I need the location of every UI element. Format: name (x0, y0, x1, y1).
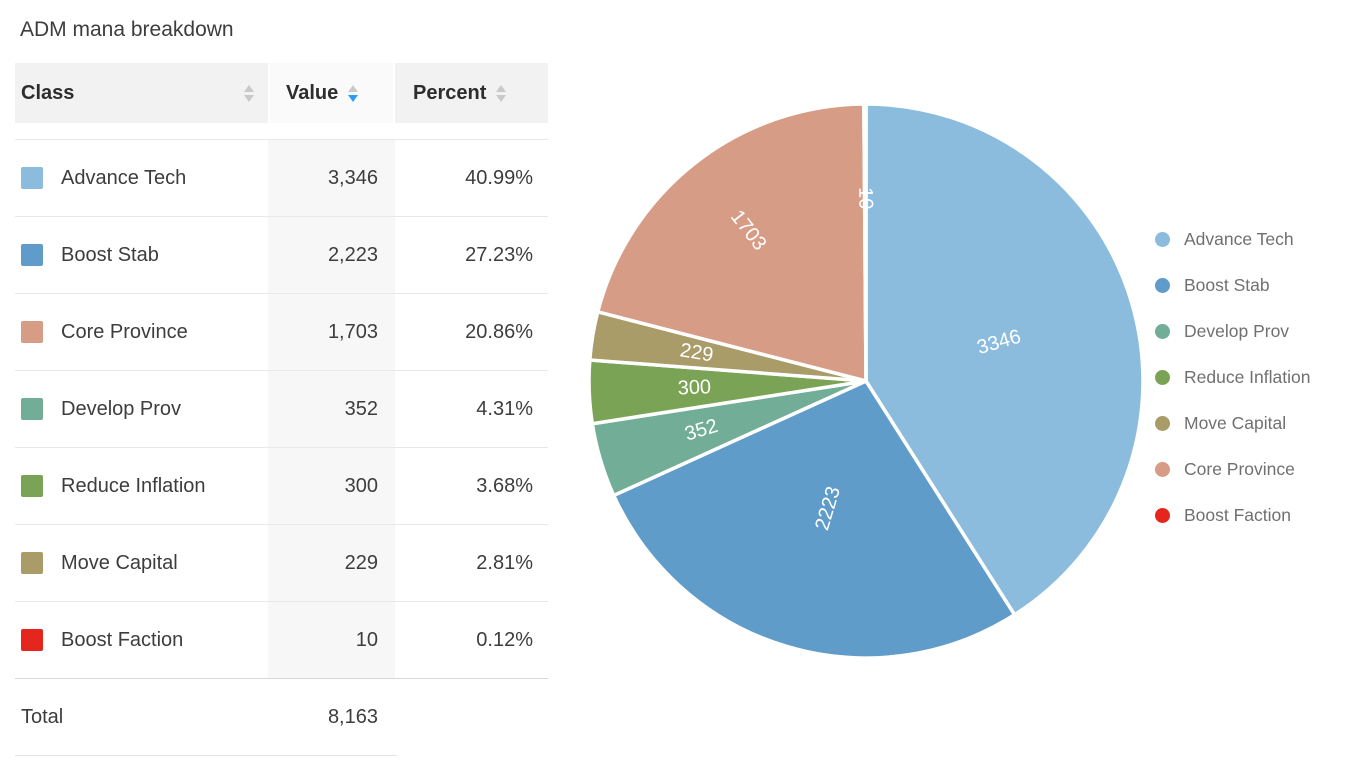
legend-dot-icon (1155, 369, 1170, 385)
sort-desc-icon (348, 84, 359, 102)
pie-slice-label: 229 (678, 339, 715, 366)
class-color-swatch (21, 398, 43, 420)
pie-slice[interactable] (862, 102, 868, 383)
value-cell: 300 (268, 448, 395, 524)
sort-icon (496, 84, 507, 102)
class-color-swatch (21, 475, 43, 497)
percent-cell: 40.99% (465, 166, 533, 189)
value-cell: 10 (268, 602, 395, 678)
sort-icon (244, 84, 254, 102)
legend-item[interactable]: Boost Faction (1155, 500, 1310, 530)
table-row: Develop Prov 352 4.31% (15, 370, 548, 447)
legend-dot-icon (1155, 277, 1170, 293)
class-label: Reduce Inflation (61, 474, 206, 497)
percent-cell: 3.68% (476, 474, 533, 497)
legend-label: Move Capital (1184, 412, 1287, 433)
legend-label: Core Province (1184, 458, 1295, 479)
column-header-class[interactable]: Class (15, 63, 268, 123)
class-label: Boost Stab (61, 243, 159, 266)
legend-item[interactable]: Move Capital (1155, 408, 1310, 438)
table-row: Boost Stab 2,223 27.23% (15, 216, 548, 293)
percent-cell: 20.86% (465, 320, 533, 343)
legend-item[interactable]: Boost Stab (1155, 270, 1310, 300)
class-color-swatch (21, 167, 43, 189)
breakdown-table: Class Value Percent Advance Tech 3,346 40.… (15, 63, 548, 756)
value-cell: 2,223 (268, 217, 395, 293)
column-header-percent[interactable]: Percent (395, 63, 548, 123)
pie-slice[interactable] (596, 102, 868, 383)
legend-dot-icon (1155, 323, 1170, 339)
class-cell: Move Capital (15, 525, 268, 601)
total-value: 8,163 (327, 705, 378, 728)
table-row: Advance Tech 3,346 40.99% (15, 139, 548, 216)
class-label: Develop Prov (61, 397, 182, 420)
column-header-label: Class (21, 81, 75, 104)
chart-legend: Advance Tech Boost Stab Develop Prov Reduce… (1155, 224, 1310, 546)
legend-label: Boost Stab (1184, 274, 1270, 295)
percent-cell: 27.23% (465, 243, 533, 266)
legend-item[interactable]: Core Province (1155, 454, 1310, 484)
legend-item[interactable]: Reduce Inflation (1155, 362, 1310, 392)
legend-item[interactable]: Advance Tech (1155, 224, 1310, 254)
table-body: Advance Tech 3,346 40.99% Boost Stab 2,223 27… (15, 139, 548, 678)
percent-cell: 4.31% (476, 397, 533, 420)
page-title: ADM mana breakdown (20, 18, 234, 41)
legend-label: Advance Tech (1184, 228, 1294, 249)
value-cell: 3,346 (268, 140, 395, 216)
value-cell: 1,703 (268, 294, 395, 370)
class-cell: Core Province (15, 294, 268, 370)
legend-item[interactable]: Develop Prov (1155, 316, 1310, 346)
legend-dot-icon (1155, 415, 1170, 431)
table-row: Boost Faction 10 0.12% (15, 601, 548, 678)
value-cell: 352 (268, 371, 395, 447)
class-cell: Boost Stab (15, 217, 268, 293)
class-cell: Develop Prov (15, 371, 268, 447)
percent-cell: 0.12% (476, 628, 533, 651)
legend-dot-icon (1155, 231, 1170, 247)
class-cell: Advance Tech (15, 140, 268, 216)
pie-slice-label: 10 (854, 187, 876, 209)
legend-dot-icon (1155, 461, 1170, 477)
legend-dot-icon (1155, 507, 1170, 523)
class-label: Move Capital (61, 551, 178, 574)
table-row: Move Capital 229 2.81% (15, 524, 548, 601)
class-label: Core Province (61, 320, 188, 343)
table-row: Reduce Inflation 300 3.68% (15, 447, 548, 524)
class-cell: Boost Faction (15, 602, 268, 678)
class-color-swatch (21, 552, 43, 574)
table-header: Class Value Percent (15, 63, 548, 123)
value-cell: 229 (268, 525, 395, 601)
table-row: Core Province 1,703 20.86% (15, 293, 548, 370)
legend-label: Boost Faction (1184, 504, 1291, 525)
class-cell: Reduce Inflation (15, 448, 268, 524)
legend-label: Reduce Inflation (1184, 366, 1311, 387)
column-header-label: Percent (413, 81, 487, 104)
percent-cell: 2.81% (476, 551, 533, 574)
class-color-swatch (21, 244, 43, 266)
total-row: Total 8,163 (15, 678, 548, 755)
class-color-swatch (21, 629, 43, 651)
pie-slice-label: 300 (677, 376, 711, 399)
class-color-swatch (21, 321, 43, 343)
column-header-label: Value (286, 81, 339, 104)
class-label: Boost Faction (61, 628, 184, 651)
class-label: Advance Tech (61, 166, 187, 189)
total-percent-cell (395, 679, 548, 755)
pie-chart: 3346 2223 352 300 229 1703 10 (569, 84, 1163, 678)
total-label: Total (21, 705, 64, 728)
column-header-value[interactable]: Value (268, 63, 395, 123)
legend-label: Develop Prov (1184, 320, 1290, 341)
table-bottom-rule (15, 755, 397, 756)
